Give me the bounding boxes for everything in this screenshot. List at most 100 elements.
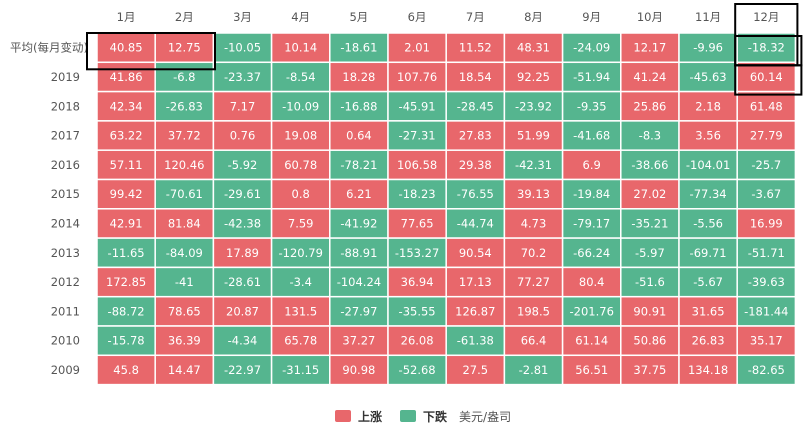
heatmap-cell[interactable] <box>736 32 797 64</box>
heatmap-cell[interactable] <box>270 178 331 210</box>
cell-value: -4.34 <box>228 334 258 348</box>
heatmap-cell[interactable] <box>445 237 506 269</box>
cell-value: -16.88 <box>340 99 377 113</box>
heatmap-cell[interactable] <box>212 237 273 269</box>
heatmap-cell[interactable] <box>503 178 564 210</box>
heatmap-cell[interactable] <box>154 295 215 327</box>
heatmap-cell[interactable] <box>678 61 738 93</box>
heatmap-cell[interactable] <box>678 237 738 269</box>
heatmap-cell[interactable] <box>503 32 564 64</box>
cell-value: 25.86 <box>633 99 666 113</box>
heatmap-cell[interactable] <box>329 149 389 181</box>
heatmap-cell[interactable] <box>503 266 564 298</box>
heatmap-cell[interactable] <box>154 354 215 386</box>
heatmap-cell[interactable] <box>387 208 447 239</box>
legend-item-up[interactable]: 上涨 <box>335 408 382 425</box>
heatmap-cell[interactable] <box>503 61 564 93</box>
heatmap-cell[interactable] <box>678 325 738 357</box>
highlight-box <box>86 32 216 71</box>
heatmap-cell[interactable] <box>561 61 622 93</box>
heatmap-cell[interactable] <box>154 266 215 298</box>
heatmap-cell[interactable] <box>212 208 273 239</box>
heatmap-cell[interactable] <box>736 120 797 151</box>
heatmap-cell[interactable] <box>212 266 273 298</box>
heatmap-cell[interactable] <box>620 61 680 93</box>
heatmap-cell[interactable] <box>96 149 156 181</box>
heatmap-cell[interactable] <box>387 149 447 181</box>
heatmap-cell[interactable] <box>678 354 738 386</box>
cell-value: 134.18 <box>688 363 728 377</box>
legend-item-down[interactable]: 下跌 <box>400 408 447 425</box>
heatmap-cell[interactable] <box>270 237 331 269</box>
heatmap-cell[interactable] <box>329 90 389 122</box>
heatmap-cell[interactable] <box>96 120 156 151</box>
heatmap-cell[interactable] <box>561 325 622 357</box>
heatmap-cell[interactable] <box>445 295 506 327</box>
heatmap-cell[interactable] <box>445 354 506 386</box>
cell-value: -201.76 <box>570 304 614 318</box>
heatmap-cell[interactable] <box>736 354 797 386</box>
column-header: 9月 <box>582 10 601 24</box>
heatmap-cell[interactable] <box>212 149 273 181</box>
heatmap-cell[interactable] <box>620 32 680 64</box>
cell-value: 42.34 <box>110 99 143 113</box>
heatmap-cell[interactable] <box>620 354 680 386</box>
heatmap-cell[interactable] <box>445 325 506 357</box>
cell-value: 17.89 <box>226 246 259 260</box>
heatmap-cell[interactable] <box>154 149 215 181</box>
heatmap-cell[interactable] <box>503 325 564 357</box>
cell-value: 56.51 <box>575 363 608 377</box>
heatmap-cell[interactable] <box>445 149 506 181</box>
cell-value: -28.45 <box>457 99 494 113</box>
heatmap-cell[interactable] <box>445 178 506 210</box>
heatmap-cell[interactable] <box>154 208 215 239</box>
heatmap-cell[interactable] <box>154 61 215 93</box>
heatmap-cell[interactable] <box>620 208 680 239</box>
heatmap-cell[interactable] <box>445 61 506 93</box>
heatmap-cell[interactable] <box>329 354 389 386</box>
heatmap-cell[interactable] <box>387 266 447 298</box>
heatmap-cell[interactable] <box>212 90 273 122</box>
heatmap-cell[interactable] <box>736 295 797 327</box>
heatmap-cell[interactable] <box>503 149 564 181</box>
heatmap-cell[interactable] <box>445 90 506 122</box>
heatmap-cell[interactable] <box>736 61 797 93</box>
heatmap-cell[interactable] <box>736 208 797 239</box>
heatmap-cell[interactable] <box>387 325 447 357</box>
heatmap-cell[interactable] <box>96 178 156 210</box>
heatmap-cell[interactable] <box>329 208 389 239</box>
heatmap-cell[interactable] <box>736 178 797 210</box>
heatmap-cell[interactable] <box>387 354 447 386</box>
heatmap-cell[interactable] <box>561 208 622 239</box>
heatmap-cell[interactable] <box>96 208 156 239</box>
heatmap-cell[interactable] <box>445 266 506 298</box>
cell-value: -38.66 <box>631 158 668 172</box>
heatmap-cell[interactable] <box>561 120 622 151</box>
heatmap-cell[interactable] <box>96 237 156 269</box>
heatmap-cell[interactable] <box>736 325 797 357</box>
heatmap-cell[interactable] <box>329 61 389 93</box>
heatmap-cell[interactable] <box>561 178 622 210</box>
column-header: 6月 <box>408 10 427 24</box>
heatmap-cell[interactable] <box>678 149 738 181</box>
heatmap-cell[interactable] <box>270 61 331 93</box>
heatmap-cell[interactable] <box>736 266 797 298</box>
cell-value: 126.87 <box>455 304 495 318</box>
heatmap-cell[interactable] <box>736 237 797 269</box>
heatmap-cell[interactable] <box>387 32 447 64</box>
cell-value: 78.65 <box>168 304 201 318</box>
heatmap-cell[interactable] <box>503 295 564 327</box>
heatmap-cell[interactable] <box>387 178 447 210</box>
heatmap-cell[interactable] <box>387 120 447 151</box>
heatmap-cell[interactable] <box>620 120 680 151</box>
cell-value: 120.46 <box>164 158 204 172</box>
cell-value: 27.5 <box>462 363 488 377</box>
heatmap-cell[interactable] <box>329 237 389 269</box>
heatmap-cell[interactable] <box>445 208 506 239</box>
heatmap-cell[interactable] <box>736 90 797 122</box>
heatmap-cell[interactable] <box>96 325 156 357</box>
heatmap-cell[interactable] <box>96 266 156 298</box>
heatmap-cell[interactable] <box>154 325 215 357</box>
column-header: 2月 <box>175 10 194 24</box>
heatmap-cell[interactable] <box>270 295 331 327</box>
